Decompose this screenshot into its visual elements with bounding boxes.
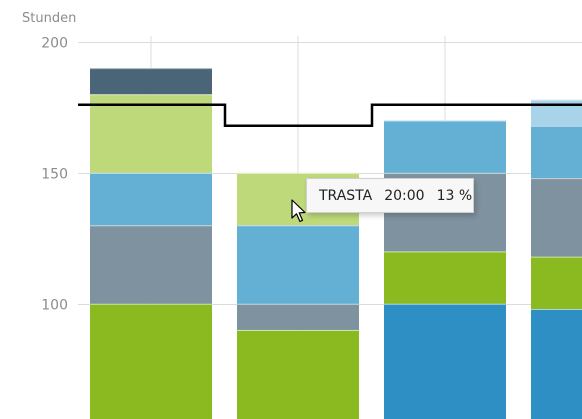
- bar-segment: [384, 303, 506, 419]
- bar-segment: [531, 178, 582, 257]
- target-hours-line: [78, 103, 582, 127]
- bar-segment-tooltip: TRASTA 20:00 13 %: [306, 178, 474, 213]
- bar-segment: [90, 94, 212, 173]
- bar-segment: [90, 68, 212, 95]
- bar-segment: [237, 303, 359, 330]
- tooltip-name: TRASTA: [319, 187, 373, 204]
- y-tick-label: 200: [41, 36, 68, 52]
- mouse-pointer-icon: [291, 199, 306, 223]
- y-axis-label: Stunden: [22, 11, 76, 26]
- bar-segment: [90, 225, 212, 304]
- tooltip-percent: 13 %: [436, 187, 473, 204]
- bar-segment: [90, 172, 212, 226]
- bar-segment: [531, 309, 582, 419]
- bar-segment: [237, 329, 359, 419]
- bar-segment: [531, 99, 582, 126]
- y-tick-label: 100: [41, 298, 68, 314]
- tooltip-hours: 20:00: [384, 187, 425, 204]
- bar-segment: [384, 251, 506, 304]
- bar-segment: [531, 256, 582, 310]
- y-tick-label: 150: [41, 167, 68, 183]
- bar-segment: [531, 125, 582, 179]
- bar-segment: [90, 303, 212, 419]
- bar-segment: [384, 120, 506, 173]
- bar-segment: [237, 225, 359, 304]
